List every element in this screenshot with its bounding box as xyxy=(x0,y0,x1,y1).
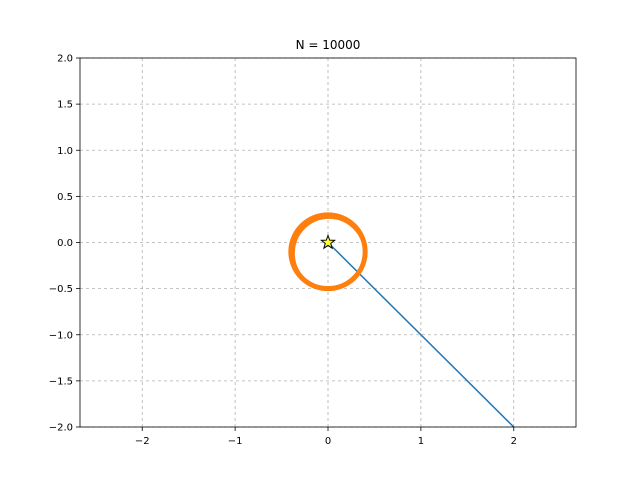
y-tick-label: 1.5 xyxy=(57,100,73,111)
x-tick-label: −2 xyxy=(135,436,150,447)
x-tick-label: 0 xyxy=(325,436,331,447)
plot-area xyxy=(288,212,515,427)
x-tick-label: 1 xyxy=(418,436,424,447)
x-tick-label: −1 xyxy=(228,436,243,447)
x-tick-label: 2 xyxy=(511,436,517,447)
y-tick-label: 0.5 xyxy=(57,192,73,203)
axis-ticks: −2 −1 0 1 2 −2.0 −1.5 −1.0 −0.5 0.0 0.5 1.0 1.5 2.0 xyxy=(49,54,517,448)
y-tick-label: −1.5 xyxy=(49,376,73,387)
y-tick-label: −0.5 xyxy=(49,284,73,295)
y-tick-label: 2.0 xyxy=(57,54,73,65)
y-tick-label: 0.0 xyxy=(57,238,73,249)
star-marker xyxy=(319,234,337,250)
y-tick-label: −2.0 xyxy=(49,423,73,434)
y-tick-label: −1.0 xyxy=(49,330,73,341)
chart-title: N = 10000 xyxy=(296,38,361,52)
y-tick-label: 1.0 xyxy=(57,146,73,157)
orbit-ring-inner xyxy=(291,215,367,291)
